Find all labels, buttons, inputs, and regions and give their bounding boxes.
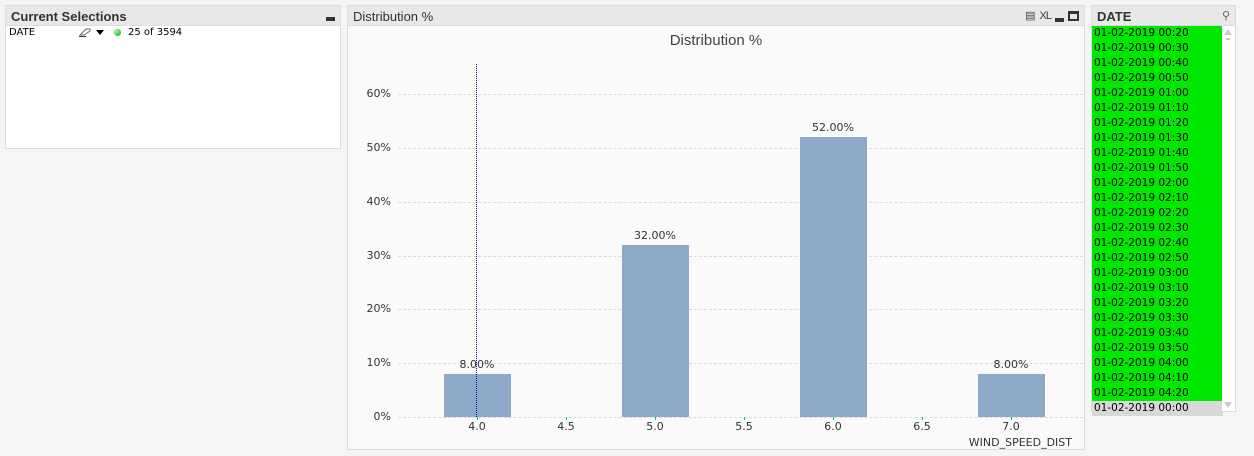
bar-7-0[interactable] <box>978 374 1045 417</box>
x-tick-mark <box>833 417 834 420</box>
list-item[interactable]: 01-02-2019 00:20 <box>1092 26 1223 41</box>
gridline <box>398 309 1083 310</box>
bar-5-0[interactable] <box>622 245 689 417</box>
list-item[interactable]: 01-02-2019 02:50 <box>1092 251 1223 266</box>
chart-caption[interactable]: Distribution % ▤ XL <box>348 6 1084 26</box>
x-tick-label: 5.5 <box>735 420 753 433</box>
current-selections-caption[interactable]: Current Selections <box>6 6 340 26</box>
dropdown-arrow-icon[interactable] <box>96 30 104 35</box>
list-item[interactable]: 01-02-2019 03:20 <box>1092 296 1223 311</box>
list-item[interactable]: 01-02-2019 03:50 <box>1092 341 1223 356</box>
y-tick-label: 60% <box>366 87 391 100</box>
chart-plot-area[interactable]: 0% 10% 20% 30% 40% 50% 60% 8.00% 32.00% … <box>348 6 1086 451</box>
gridline <box>398 363 1083 364</box>
list-item[interactable]: 01-02-2019 01:10 <box>1092 101 1223 116</box>
x-tick-label: 6.0 <box>824 420 842 433</box>
list-item[interactable]: 01-02-2019 03:40 <box>1092 326 1223 341</box>
selection-count: 25 of 3594 <box>128 27 183 38</box>
current-selections-panel: Current Selections DATE 25 of 3594 <box>5 5 341 149</box>
gridline <box>398 256 1083 257</box>
gridline <box>398 202 1083 203</box>
list-item[interactable]: 01-02-2019 02:40 <box>1092 236 1223 251</box>
date-listbox-caption[interactable]: DATE ⚲ <box>1092 6 1235 26</box>
list-item[interactable]: 01-02-2019 02:20 <box>1092 206 1223 221</box>
list-item[interactable]: 01-02-2019 03:10 <box>1092 281 1223 296</box>
excel-export-icon[interactable]: XL <box>1039 9 1053 22</box>
y-tick-label: 10% <box>366 356 391 369</box>
list-item[interactable]: 01-02-2019 02:00 <box>1092 176 1223 191</box>
maximize-icon[interactable] <box>1068 10 1079 21</box>
cursor-reference-line <box>476 64 477 417</box>
bar-6-0[interactable] <box>800 137 867 417</box>
bar-value-label: 52.00% <box>812 121 854 134</box>
x-axis-title: WIND_SPEED_DIST <box>968 436 1072 449</box>
list-item[interactable]: 01-02-2019 00:40 <box>1092 56 1223 71</box>
x-tick-mark <box>744 417 745 420</box>
status-dot-icon <box>114 29 121 36</box>
list-item[interactable]: 01-02-2019 01:30 <box>1092 131 1223 146</box>
selection-row: DATE 25 of 3594 <box>6 26 340 40</box>
bar-4-0[interactable] <box>444 374 511 417</box>
search-icon[interactable]: ⚲ <box>1221 10 1230 22</box>
x-tick-label: 4.5 <box>557 420 575 433</box>
current-selections-title: Current Selections <box>11 9 127 24</box>
list-item[interactable]: 01-02-2019 04:00 <box>1092 356 1223 371</box>
list-item[interactable]: 01-02-2019 03:00 <box>1092 266 1223 281</box>
list-item[interactable]: 01-02-2019 03:30 <box>1092 311 1223 326</box>
date-listbox-title: DATE <box>1097 9 1132 24</box>
list-item[interactable]: 01-02-2019 02:10 <box>1092 191 1223 206</box>
list-item[interactable]: 01-02-2019 00:30 <box>1092 41 1223 56</box>
x-tick-mark <box>1011 417 1012 420</box>
x-tick-mark <box>655 417 656 420</box>
chart-title: Distribution % <box>669 32 763 49</box>
x-tick-label: 7.0 <box>1002 420 1020 433</box>
x-tick-label: 6.5 <box>913 420 931 433</box>
eraser-icon[interactable] <box>78 27 92 37</box>
gridline <box>398 148 1083 149</box>
date-listbox-panel: DATE ⚲ 01-02-2019 00:20 01-02-2019 00:30… <box>1091 5 1236 416</box>
y-tick-label: 30% <box>366 249 391 262</box>
distribution-chart-panel: 0% 10% 20% 30% 40% 50% 60% 8.00% 32.00% … <box>347 5 1085 450</box>
chart-caption-title: Distribution % <box>353 9 434 24</box>
minimize-icon[interactable] <box>1055 17 1064 22</box>
bar-value-label: 8.00% <box>459 358 495 371</box>
y-tick-label: 20% <box>366 302 391 315</box>
list-item[interactable]: 01-02-2019 01:50 <box>1092 161 1223 176</box>
list-item[interactable]: 01-02-2019 01:00 <box>1092 86 1223 101</box>
selection-field: DATE <box>9 27 36 38</box>
date-list: 01-02-2019 00:20 01-02-2019 00:30 01-02-… <box>1092 26 1223 416</box>
list-item[interactable]: 01-02-2019 04:10 <box>1092 371 1223 386</box>
x-tick-label: 5.0 <box>646 420 664 433</box>
list-item-excluded[interactable]: 01-02-2019 00:00 <box>1092 401 1223 416</box>
bar-value-label: 32.00% <box>634 229 676 242</box>
y-tick-label: 50% <box>366 141 391 154</box>
list-item[interactable]: 01-02-2019 01:40 <box>1092 146 1223 161</box>
bar-value-label: 8.00% <box>993 358 1029 371</box>
y-tick-label: 40% <box>366 195 391 208</box>
x-tick-mark <box>477 417 478 420</box>
scroll-up-icon[interactable] <box>1224 29 1232 35</box>
minimize-icon[interactable] <box>326 17 335 21</box>
scroll-thumb[interactable] <box>1226 38 1230 40</box>
print-icon[interactable]: ▤ <box>1025 10 1036 22</box>
x-tick-label: 4.0 <box>468 420 486 433</box>
gridline <box>398 94 1083 95</box>
listbox-scrollbar[interactable] <box>1222 26 1234 411</box>
x-tick-mark <box>922 417 923 420</box>
x-tick-mark <box>566 417 567 420</box>
list-item[interactable]: 01-02-2019 04:20 <box>1092 386 1223 401</box>
list-item[interactable]: 01-02-2019 00:50 <box>1092 71 1223 86</box>
list-item[interactable]: 01-02-2019 02:30 <box>1092 221 1223 236</box>
list-item[interactable]: 01-02-2019 01:20 <box>1092 116 1223 131</box>
y-tick-label: 0% <box>373 410 391 423</box>
scroll-down-icon[interactable] <box>1224 402 1232 408</box>
gridline <box>398 417 1083 418</box>
